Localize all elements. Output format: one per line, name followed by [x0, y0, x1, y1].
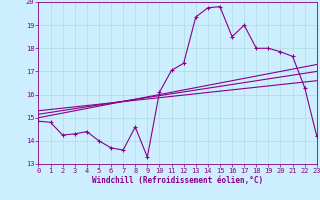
X-axis label: Windchill (Refroidissement éolien,°C): Windchill (Refroidissement éolien,°C) [92, 176, 263, 185]
